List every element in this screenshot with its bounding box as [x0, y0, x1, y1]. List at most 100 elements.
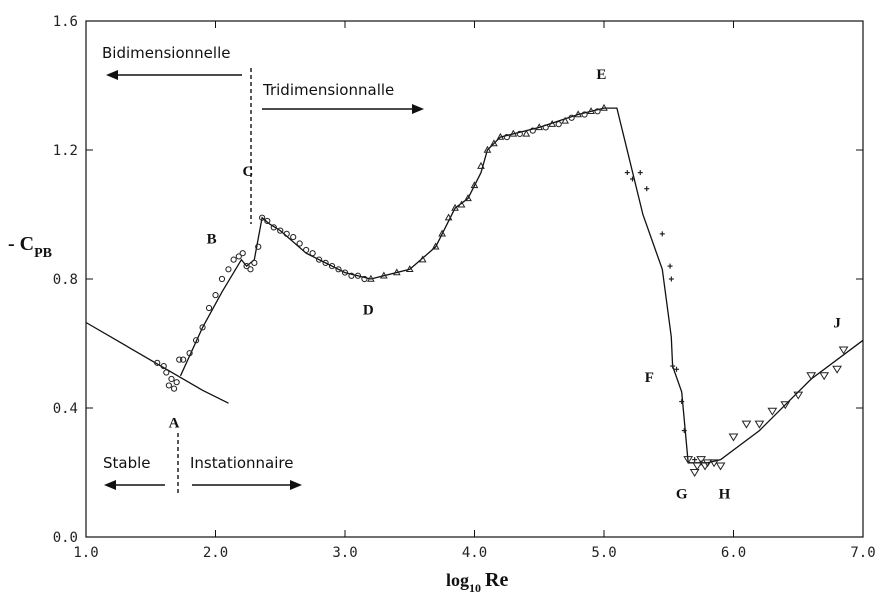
data-point-circle	[255, 243, 262, 250]
point-label-e: E	[596, 67, 606, 83]
stable-arrowhead	[104, 480, 116, 490]
data-point-circle	[296, 240, 303, 247]
y-tick-label: 1.2	[53, 143, 78, 159]
data-point-triangle-down	[767, 407, 778, 416]
data-point-triangle-up	[470, 181, 479, 189]
data-point-circle	[212, 292, 219, 299]
data-point-circle	[259, 214, 266, 221]
data-point-triangle-up	[522, 129, 531, 137]
data-point-triangle-down	[780, 401, 791, 410]
data-point-triangle-up	[367, 274, 375, 282]
data-point-circle	[180, 356, 187, 363]
data-point-plus	[659, 231, 665, 237]
data-point-circle	[154, 359, 161, 366]
data-point-triangle-up	[496, 132, 505, 140]
data-point-triangle-down	[715, 462, 726, 471]
data-point-triangle-down	[702, 459, 713, 468]
axis-tick-labels: 1.0 2.0 3.0 4.0 5.0 6.0 7.0 0.0 0.4 0.8 1.2 1.6	[53, 14, 876, 561]
data-point-triangle-up	[451, 203, 459, 211]
data-point-circle	[186, 350, 193, 357]
data-point-circle	[270, 224, 277, 231]
x-tick-label: 2.0	[203, 545, 228, 561]
data-point-triangle-up	[548, 119, 557, 127]
fitted-curves	[85, 107, 864, 464]
y-axis-label: - CPB	[8, 233, 52, 261]
data-point-circle	[168, 375, 175, 383]
data-point-triangle-up	[483, 145, 492, 153]
data-point-triangle-down	[728, 433, 739, 442]
data-point-circle	[290, 233, 297, 241]
data-point-circle	[316, 256, 323, 263]
data-point-triangle-up	[587, 107, 595, 114]
data-point-circle	[328, 263, 336, 270]
data-point-circle	[205, 304, 213, 312]
x-axis-label: log10 Re	[446, 569, 508, 595]
instationnaire-arrowhead	[290, 480, 302, 490]
point-label-j: J	[833, 315, 841, 331]
data-point-circle	[218, 275, 226, 283]
axis-ticks	[85, 20, 864, 538]
data-point-circle	[277, 227, 284, 234]
data-point-triangle-down	[692, 462, 703, 471]
data-point-circle	[192, 337, 200, 344]
y-tick-label: 0.4	[53, 401, 78, 417]
annotation-instationnaire: Instationnaire	[190, 454, 293, 472]
x-tick-label: 6.0	[721, 545, 746, 561]
data-point-circle	[516, 130, 523, 137]
x-tick-label: 3.0	[332, 545, 357, 561]
data-point-triangle-down	[832, 365, 842, 374]
point-label-c: C	[242, 164, 253, 180]
point-labels: A B C D E F G H J	[169, 67, 842, 502]
point-label-a: A	[169, 415, 180, 431]
data-point-circle	[594, 108, 601, 115]
data-point-triangle-down	[683, 456, 694, 465]
data-point-circle	[199, 324, 206, 331]
data-point-circle	[322, 259, 329, 266]
data-point-circle	[309, 250, 316, 257]
data-point-circle	[283, 230, 290, 237]
data-point-triangle-down	[806, 372, 817, 381]
data-point-triangle-up	[561, 116, 569, 124]
laminar-curve	[85, 321, 229, 404]
data-point-triangle-up	[600, 103, 608, 111]
data-point-circle	[264, 217, 271, 225]
data-point-triangle-down	[819, 372, 830, 381]
data-point-triangle-up	[418, 255, 427, 263]
data-point-plus	[637, 170, 643, 176]
annotation-bidimensionnelle: Bidimensionnelle	[102, 44, 230, 62]
data-point-plus	[674, 366, 680, 372]
data-point-triangle-down	[754, 420, 765, 429]
data-point-triangle-down	[741, 420, 752, 429]
annotation-stable: Stable	[103, 454, 151, 472]
data-point-plus	[681, 428, 687, 434]
data-point-plus	[679, 399, 685, 405]
data-point-circle	[335, 266, 342, 273]
point-label-b: B	[207, 232, 217, 248]
data-point-triangle-up	[431, 242, 440, 250]
x-tick-label: 7.0	[850, 545, 875, 561]
data-point-triangle-up	[574, 110, 582, 118]
data-point-plus	[692, 457, 698, 463]
point-label-f: F	[645, 370, 654, 386]
data-point-triangle-up	[457, 200, 466, 208]
annotation-tridimensionnalle: Tridimensionnalle	[262, 81, 394, 99]
data-point-circle	[354, 272, 362, 279]
data-point-circle	[176, 356, 183, 363]
data-point-plus	[629, 176, 635, 182]
data-point-triangle-up	[464, 194, 472, 202]
data-point-plus	[668, 276, 674, 282]
data-point-triangle-up	[477, 161, 485, 169]
data-point-circle	[235, 253, 242, 260]
data-point-triangle-up	[490, 139, 498, 147]
data-point-circle	[361, 275, 368, 283]
data-point-triangle-up	[535, 123, 544, 131]
data-point-circle	[225, 266, 232, 273]
x-tick-label: 4.0	[462, 545, 487, 561]
data-point-circle	[503, 134, 510, 141]
data-point-circle	[341, 269, 349, 276]
tridimensionnalle-arrowhead	[412, 104, 424, 114]
y-tick-label: 0.8	[53, 272, 78, 288]
data-point-circle	[165, 382, 172, 389]
data-point-circle	[581, 111, 588, 118]
